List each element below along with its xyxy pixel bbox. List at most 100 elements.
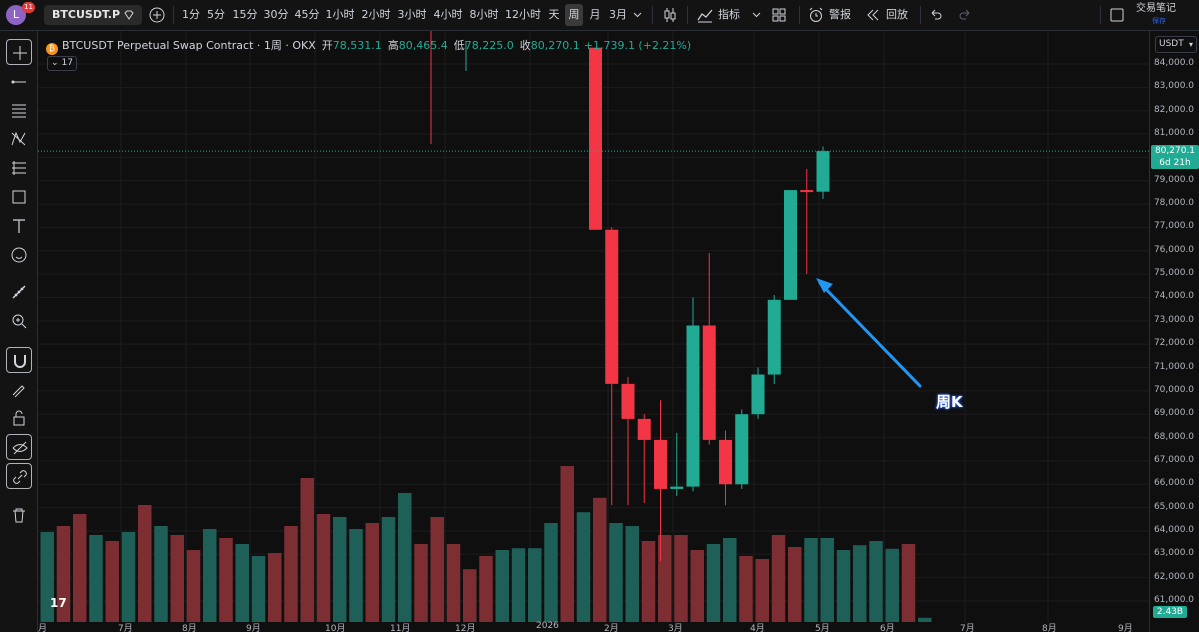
interval-30m[interactable]: 30分 [263, 8, 289, 21]
chevron-down-icon[interactable] [752, 11, 761, 19]
volume-bar [885, 548, 899, 622]
horizontal-lines-tool[interactable] [6, 97, 32, 123]
volume-bar [901, 544, 916, 622]
annotation-label[interactable]: 周K [936, 393, 963, 411]
price-axis[interactable]: USDT ▾ 84,000.0 83,000.0 82,000.0 81,000.0 79… [1149, 31, 1199, 632]
high-value: 80,465.4 [398, 39, 448, 52]
price-tick-label: 82,000.0 [1153, 104, 1195, 115]
bitcoin-icon: ₿ [46, 43, 58, 55]
notes-checkbox-icon[interactable] [1110, 8, 1124, 22]
replay-icon[interactable] [867, 9, 879, 21]
alert-button[interactable]: 警报 [829, 8, 851, 21]
volume-bar [414, 544, 428, 622]
text-tool[interactable] [6, 213, 32, 239]
magnet-tool[interactable] [6, 347, 32, 373]
interval-2h[interactable]: 2小时 [361, 8, 391, 21]
chart-area[interactable]: ₿ BTCUSDT Perpetual Swap Contract · 1周 · … [38, 31, 1149, 622]
indicators-icon[interactable] [697, 7, 713, 23]
volume-bar [576, 512, 591, 622]
user-avatar[interactable]: L [6, 5, 26, 25]
volume-bar [593, 497, 607, 622]
trade-journal-button[interactable]: 交易笔记 [1136, 3, 1176, 14]
volume-bar [284, 526, 298, 622]
link-tool[interactable] [6, 463, 32, 489]
interval-1h[interactable]: 1小时 [325, 8, 355, 21]
emoji-tool[interactable] [6, 242, 32, 268]
collapse-chevron-icon: ⌄ [51, 58, 59, 68]
price-tick-label: 79,000.0 [1153, 174, 1195, 185]
alert-clock-icon[interactable] [808, 7, 824, 23]
interval-8h[interactable]: 8小时 [469, 8, 499, 21]
time-tick-label: 11月 [390, 624, 411, 632]
volume-bar [511, 548, 526, 622]
indicator-count-toggle[interactable]: ⌄ 17 [47, 56, 77, 71]
candle-body [686, 325, 700, 487]
interval-4h[interactable]: 4小时 [433, 8, 463, 21]
delete-tool[interactable] [6, 502, 32, 528]
interval-3h[interactable]: 3小时 [397, 8, 427, 21]
interval-12h[interactable]: 12小时 [505, 8, 541, 21]
separator [799, 6, 800, 24]
candle-style-icon[interactable] [662, 7, 678, 23]
lock-tool[interactable] [6, 405, 32, 431]
volume-bar [463, 569, 477, 622]
interval-month[interactable]: 月 [589, 8, 601, 21]
interval-week[interactable]: 周 [565, 4, 583, 26]
time-tick-label: 7月 [118, 624, 133, 632]
eye-off-icon [12, 441, 28, 455]
volume-bar [186, 550, 201, 622]
chart-canvas[interactable] [38, 31, 1149, 622]
interval-15m[interactable]: 15分 [232, 8, 258, 21]
fib-tool[interactable] [6, 155, 32, 181]
shape-tool[interactable] [6, 184, 32, 210]
hide-drawings-tool[interactable] [6, 434, 32, 460]
annotation-arrow-head [816, 278, 833, 293]
lock-drawing-tool[interactable] [6, 376, 32, 402]
indicators-button[interactable]: 指标 [718, 8, 740, 21]
volume-bar [398, 493, 412, 622]
volume-bar [658, 535, 672, 622]
candle-body [735, 414, 749, 485]
chevron-down-icon[interactable] [633, 11, 642, 19]
change-value: +1,739.1 (+2.21%) [583, 39, 692, 52]
high-label: 高 [387, 39, 399, 52]
candle-body [654, 439, 667, 489]
replay-button[interactable]: 回放 [886, 8, 908, 21]
interval-1m[interactable]: 1分 [182, 8, 200, 21]
volume-bar [203, 529, 217, 622]
add-symbol-icon[interactable] [149, 7, 165, 23]
trend-line-tool[interactable] [6, 68, 32, 94]
ruler-tool[interactable] [6, 279, 32, 305]
price-tick-label: 66,000.0 [1153, 478, 1195, 489]
interval-45m[interactable]: 45分 [294, 8, 320, 21]
interval-5m[interactable]: 5分 [207, 8, 225, 21]
separator [1100, 6, 1101, 24]
pattern-tool[interactable] [6, 126, 32, 152]
line-icon [11, 80, 26, 84]
price-tick-label: 64,000.0 [1153, 524, 1195, 535]
interval-day[interactable]: 天 [548, 8, 560, 21]
pencil-lock-icon [12, 385, 25, 398]
smiley-icon [11, 247, 27, 263]
layout-grid-icon[interactable] [772, 8, 786, 22]
time-axis[interactable]: 月 7月 8月 9月 10月 11月 12月 2026 2月 3月 4月 5月 6月 7月 8月 9月 [38, 621, 1149, 632]
zoom-tool[interactable] [6, 308, 32, 334]
volume-bar [918, 617, 932, 622]
crosshair-tool[interactable] [6, 39, 32, 65]
symbol-search-button[interactable]: BTCUSDT.P [44, 5, 142, 25]
tradingview-logo[interactable]: 17 [50, 596, 67, 610]
volume-bar [56, 526, 71, 622]
undo-icon[interactable] [929, 8, 943, 22]
volume-bar [820, 538, 834, 622]
crosshair-icon [13, 46, 27, 60]
time-tick-label: 8月 [182, 624, 197, 632]
time-tick-label: 2026 [536, 621, 559, 631]
volume-bar [723, 538, 737, 622]
interval-3month[interactable]: 3月 [609, 8, 627, 21]
volume-bar [755, 559, 769, 622]
price-tick-label: 77,000.0 [1153, 221, 1195, 232]
redo-icon[interactable] [958, 8, 972, 22]
currency-selector[interactable]: USDT ▾ [1155, 36, 1197, 53]
save-label[interactable]: 保存 [1152, 17, 1166, 25]
volume-bar [836, 550, 851, 622]
